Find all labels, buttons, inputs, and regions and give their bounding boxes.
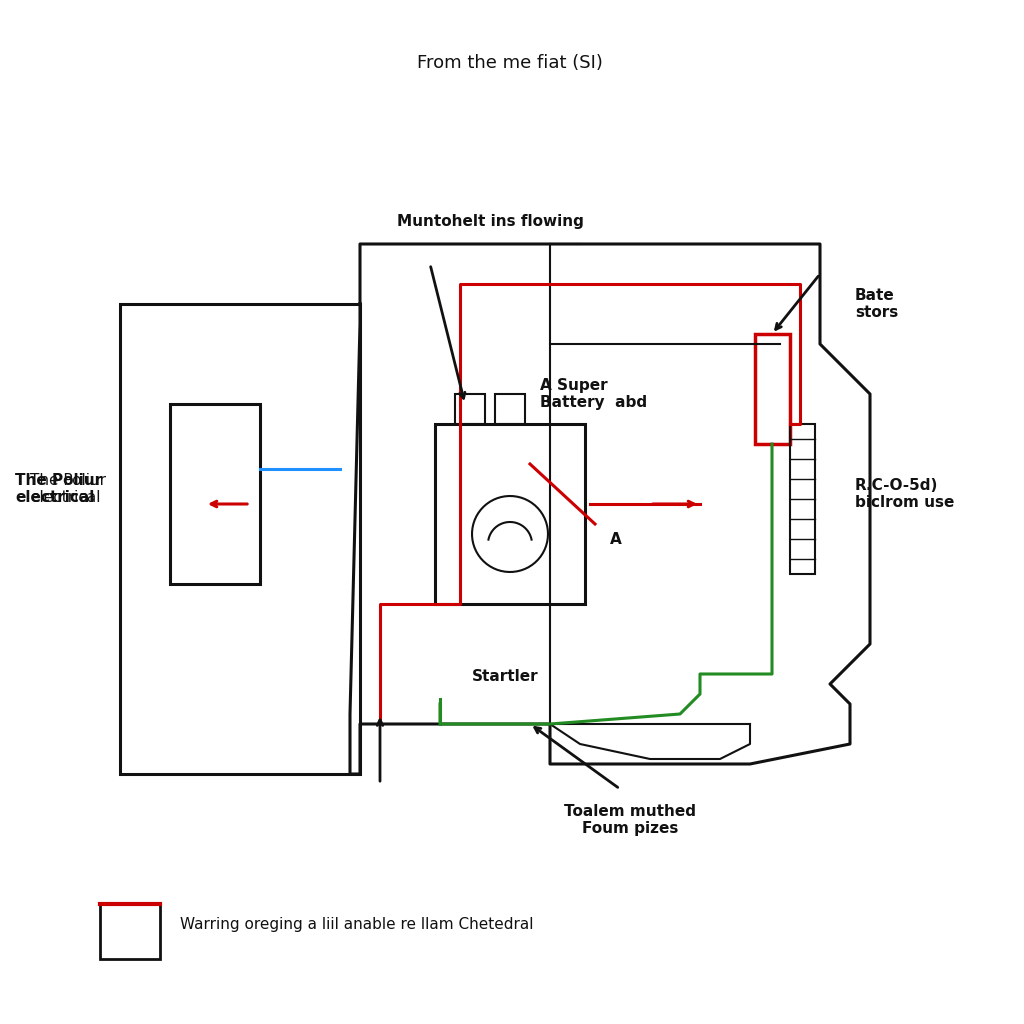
Bar bbox=[495, 394, 525, 424]
Text: Warring oreging a liil anable re llam Chetedral: Warring oreging a liil anable re llam Ch… bbox=[180, 916, 534, 932]
Text: A: A bbox=[610, 531, 622, 547]
Bar bbox=[100, 904, 160, 959]
Bar bbox=[790, 424, 815, 574]
Bar bbox=[435, 424, 585, 604]
Text: R.C-O-5d)
biclrom use: R.C-O-5d) biclrom use bbox=[855, 478, 954, 510]
Text: Startler: Startler bbox=[472, 669, 539, 684]
Text: From the me fiat (SI): From the me fiat (SI) bbox=[417, 54, 603, 72]
Bar bbox=[170, 404, 260, 584]
Text: Muntohelt ins flowing: Muntohelt ins flowing bbox=[396, 214, 584, 229]
Text: Bate
stors: Bate stors bbox=[855, 288, 898, 321]
Bar bbox=[455, 394, 485, 424]
Bar bbox=[755, 334, 790, 444]
Text: The Poliur
electrical: The Poliur electrical bbox=[15, 473, 102, 505]
Text: Toalem muthed
Foum pizes: Toalem muthed Foum pizes bbox=[564, 804, 696, 837]
Text: A Super
Battery  abd: A Super Battery abd bbox=[540, 378, 647, 411]
Text: The Poliur
electrical: The Poliur electrical bbox=[30, 473, 106, 505]
